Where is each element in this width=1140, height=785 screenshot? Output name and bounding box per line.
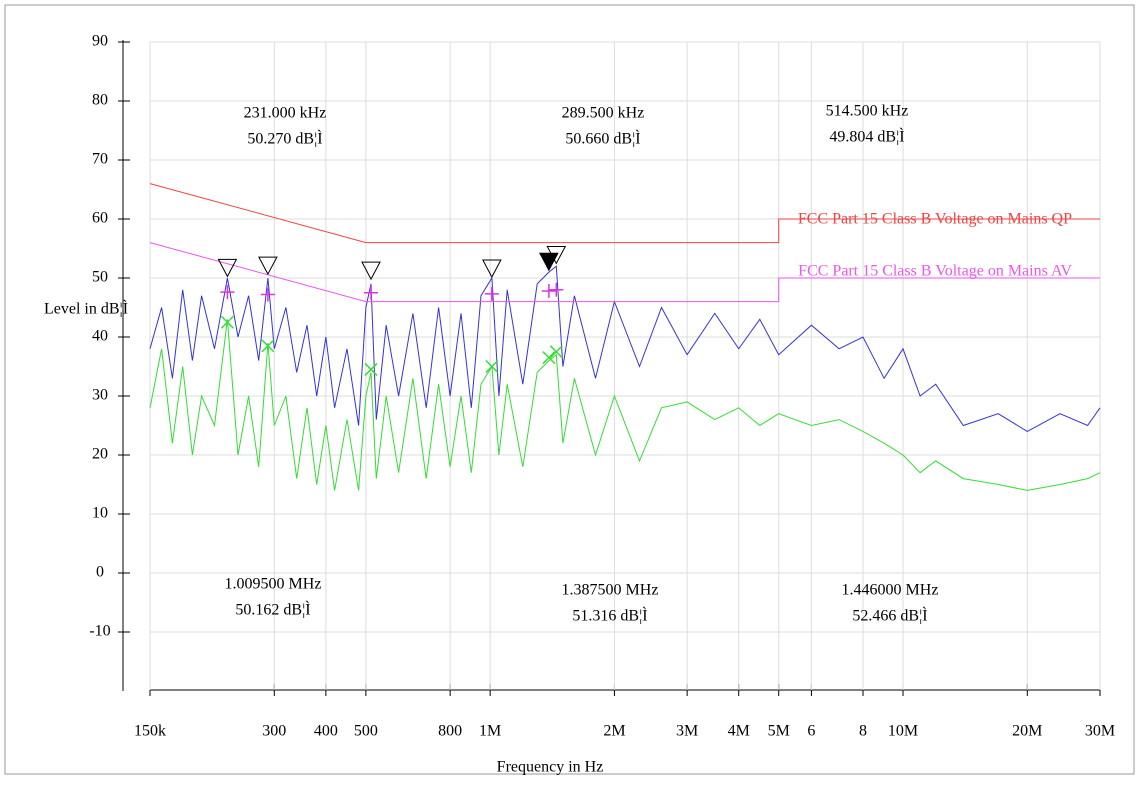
trace — [149, 265, 1101, 432]
x-tick-label: 30M — [1085, 723, 1115, 740]
y-tick-label: 40 — [92, 328, 108, 345]
x-tick-label: 150k — [134, 723, 166, 740]
av-marker — [549, 345, 563, 359]
annotation-level: 49.804 dB¦Ì — [829, 127, 904, 146]
peak-marker — [482, 259, 502, 279]
qp-marker — [484, 286, 499, 301]
x-tick-label: 10M — [888, 723, 918, 740]
qp-marker — [541, 283, 556, 298]
av-marker — [485, 359, 499, 374]
peak-marker — [361, 261, 381, 281]
y-tick-label: 30 — [92, 387, 108, 404]
x-tick-label: 5M — [768, 723, 790, 740]
x-tick-label: 20M — [1012, 723, 1042, 740]
annotation-level: 52.466 dB¦Ì — [852, 606, 927, 625]
trace — [149, 242, 1100, 303]
y-axis-label: Level in dB¦Ì — [44, 299, 128, 318]
legend-label: FCC Part 15 Class B Voltage on Mains QP — [798, 211, 1072, 228]
qp-marker — [260, 287, 275, 302]
annotation-level: 50.660 dB¦Ì — [565, 129, 640, 148]
av-marker — [261, 339, 275, 353]
annotation-frequency: 289.500 kHz — [562, 105, 645, 122]
x-tick-label: 1M — [479, 723, 501, 740]
annotation-level: 50.270 dB¦Ì — [247, 129, 322, 148]
av-marker — [542, 351, 556, 365]
y-tick-label: 50 — [92, 269, 108, 286]
x-tick-label: 6 — [807, 723, 815, 740]
qp-marker — [364, 285, 379, 300]
x-tick-label: 400 — [314, 723, 338, 740]
x-axis-label: Frequency in Hz — [497, 759, 604, 776]
av-marker — [364, 362, 378, 376]
annotation-frequency: 1.387500 MHz — [562, 582, 659, 599]
peak-marker — [258, 256, 278, 276]
frame — [4, 4, 1135, 775]
qp-marker — [549, 282, 564, 297]
annotation-frequency: 1.009500 MHz — [225, 576, 322, 593]
y-tick-label: -10 — [89, 623, 110, 640]
trace — [149, 183, 1100, 244]
annotation-frequency: 514.500 kHz — [826, 103, 909, 120]
annotation-level: 50.162 dB¦Ì — [235, 600, 310, 619]
y-tick-label: 90 — [92, 33, 108, 50]
qp-marker — [220, 285, 235, 300]
annotation-level: 51.316 dB¦Ì — [572, 606, 647, 625]
y-tick-label: 60 — [92, 210, 108, 227]
trace — [149, 319, 1101, 491]
legend-label: FCC Part 15 Class B Voltage on Mains AV — [798, 263, 1072, 280]
y-tick-label: 10 — [92, 505, 108, 522]
annotation-frequency: 231.000 kHz — [244, 105, 327, 122]
annotation-frequency: 1.446000 MHz — [842, 582, 939, 599]
x-tick-label: 8 — [859, 723, 867, 740]
peak-marker — [546, 245, 567, 265]
av-marker — [220, 315, 234, 329]
x-tick-label: 800 — [438, 723, 462, 740]
y-tick-label: 0 — [96, 564, 104, 581]
x-tick-label: 300 — [262, 723, 286, 740]
y-tick-label: 80 — [92, 92, 108, 109]
x-tick-label: 2M — [603, 723, 625, 740]
x-tick-label: 500 — [354, 723, 378, 740]
x-tick-label: 4M — [728, 723, 750, 740]
x-tick-label: 3M — [676, 723, 698, 740]
y-tick-label: 20 — [92, 446, 108, 463]
peak-marker — [217, 258, 238, 278]
y-tick-label: 70 — [92, 151, 108, 168]
